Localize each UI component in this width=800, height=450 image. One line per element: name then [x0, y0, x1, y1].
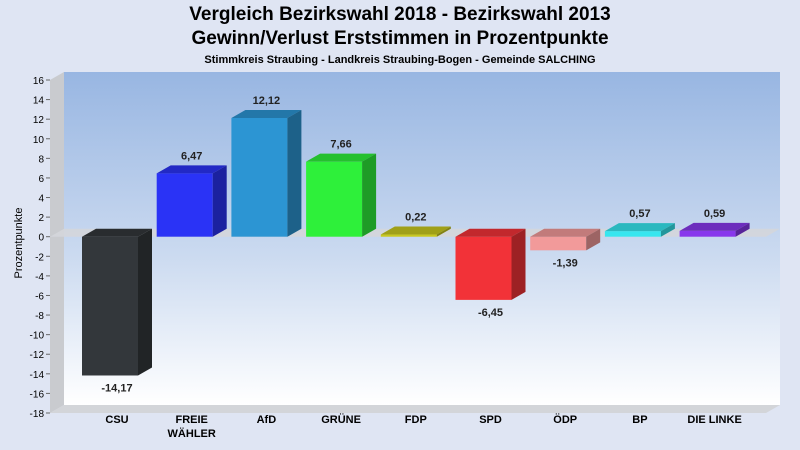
chart-location-subtitle: Stimmkreis Straubing - Landkreis Straubi… [204, 54, 596, 66]
bar-top [604, 223, 675, 232]
bar-top [306, 153, 377, 162]
bar-side [660, 223, 675, 237]
left-wall [50, 72, 64, 413]
chart-subtitle: Gewinn/Verlust Erststimmen in Prozentpun… [191, 28, 609, 49]
bar [82, 228, 152, 376]
bar-front [306, 161, 363, 237]
y-tick-label: -2 [35, 252, 44, 263]
bar-value-label: -6,45 [478, 307, 503, 319]
bar-top [455, 228, 526, 237]
bar-side [511, 228, 526, 300]
y-axis [46, 72, 780, 414]
y-tick-label: 6 [38, 174, 44, 185]
bar-front [231, 118, 288, 237]
y-tick-label: -16 [30, 389, 45, 400]
bar [604, 223, 675, 237]
y-tick-label: -18 [30, 409, 45, 420]
bar-side [362, 153, 377, 237]
bars-group [82, 110, 750, 376]
bar [679, 222, 750, 237]
labels-group: 16 14 12 10 8 6 4 2 0 -2 -4 -6 -8 -10 -12 -14 -16 -18 -14,… [30, 76, 742, 440]
y-tick-label: 0 [38, 233, 44, 244]
bar-value-label: 6,47 [181, 150, 202, 162]
bar-front [530, 236, 587, 251]
bar-value-label: -14,17 [101, 382, 132, 394]
bar-side [212, 165, 227, 237]
y-axis-label: Prozentpunkte [13, 208, 25, 279]
y-tick-label: 4 [38, 194, 44, 205]
bar [156, 165, 227, 237]
floor [50, 405, 780, 413]
y-tick-label: -10 [30, 331, 45, 342]
bar-front [679, 230, 736, 237]
x-tick-label: CSU [105, 414, 128, 426]
bar-value-label: 7,66 [330, 139, 351, 151]
y-tick-label: 8 [38, 154, 44, 165]
x-tick-label: AfD [257, 414, 277, 426]
bar-side [138, 228, 152, 376]
chart-title: Vergleich Bezirkswahl 2018 - Bezirkswahl… [189, 4, 611, 25]
bar-front [156, 173, 213, 237]
bar-top [679, 222, 750, 231]
y-tick-label: -14 [30, 370, 45, 381]
bar-top [380, 226, 451, 235]
bar-top [530, 228, 601, 237]
bar-top [156, 165, 227, 174]
bar-top [82, 228, 152, 237]
x-tick-label: FDP [405, 414, 427, 426]
bar-front [82, 236, 138, 376]
y-tick-label: 2 [38, 213, 44, 224]
bar-front [604, 231, 661, 237]
x-tick-label: BP [632, 414, 647, 426]
x-tick-label: WÄHLER [168, 427, 216, 440]
bar [231, 110, 302, 237]
bar-side [735, 222, 750, 237]
bar [306, 153, 377, 237]
y-tick-label: -4 [35, 272, 44, 283]
bar [455, 228, 526, 300]
bar-value-label: 12,12 [253, 95, 281, 107]
y-tick-label: 12 [33, 115, 45, 126]
y-tick-label: 14 [33, 96, 45, 107]
y-tick-label: 16 [33, 76, 45, 87]
bar [380, 226, 451, 237]
x-tick-label: ÖDP [553, 413, 577, 426]
y-tick-label: 10 [33, 135, 45, 146]
x-tick-label: SPD [479, 414, 502, 426]
y-tick-label: -12 [30, 350, 45, 361]
bar-value-label: 0,59 [704, 208, 725, 220]
bar-front [455, 236, 512, 300]
x-tick-label: DIE LINKE [687, 414, 741, 426]
bar-value-label: 0,57 [629, 208, 650, 220]
bar-front [380, 234, 437, 237]
bar-top [231, 110, 302, 119]
x-tick-label: FREIE [175, 414, 207, 426]
y-tick-label: -6 [35, 291, 44, 302]
bar-side [586, 228, 601, 251]
x-tick-label: GRÜNE [321, 413, 361, 426]
bar-side [436, 226, 451, 237]
y-tick-label: -8 [35, 311, 44, 322]
plot-area [64, 72, 780, 405]
bar-side [287, 110, 302, 237]
bar [530, 228, 601, 251]
bar-value-label: -1,39 [553, 257, 578, 269]
bar-value-label: 0,22 [405, 212, 426, 224]
